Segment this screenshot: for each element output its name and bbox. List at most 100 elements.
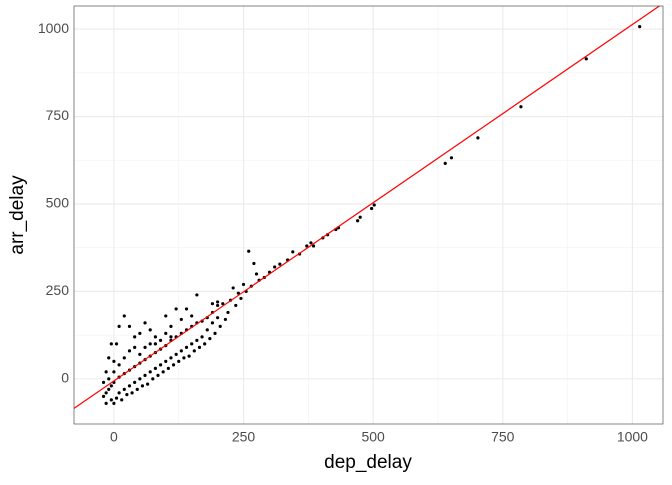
point <box>169 335 173 339</box>
point <box>174 352 178 356</box>
point <box>203 342 207 346</box>
point <box>190 342 194 346</box>
point <box>218 324 222 329</box>
point <box>372 203 376 207</box>
point <box>216 300 220 304</box>
point <box>184 345 189 349</box>
point <box>112 401 116 405</box>
point <box>584 57 588 61</box>
point <box>166 366 170 370</box>
point <box>104 401 108 405</box>
point <box>158 363 163 367</box>
point <box>216 316 220 320</box>
point <box>213 331 217 336</box>
point <box>156 373 160 377</box>
point <box>127 384 132 388</box>
y-tick-label: 750 <box>46 107 70 123</box>
point <box>177 359 181 363</box>
point <box>109 398 113 402</box>
point <box>153 366 158 370</box>
point <box>239 296 243 301</box>
y-tick-label: 250 <box>46 282 70 298</box>
point <box>125 393 129 397</box>
point <box>370 206 374 211</box>
point <box>638 25 642 29</box>
point <box>278 262 282 266</box>
point <box>252 261 256 266</box>
point <box>273 265 277 269</box>
point <box>112 370 116 374</box>
point <box>169 324 173 329</box>
point <box>120 398 124 402</box>
point <box>117 363 121 367</box>
point <box>164 359 168 363</box>
point <box>476 136 480 140</box>
point <box>133 335 137 339</box>
point <box>122 387 126 391</box>
point <box>309 241 313 245</box>
point <box>117 391 121 395</box>
point <box>241 282 246 287</box>
y-tick-label: 0 <box>61 370 69 386</box>
point <box>122 314 126 318</box>
point <box>107 377 111 381</box>
point <box>158 338 163 342</box>
x-tick-label: 750 <box>491 429 515 445</box>
point <box>291 250 295 254</box>
point <box>208 337 212 341</box>
point <box>138 352 142 356</box>
point <box>182 356 186 360</box>
point <box>210 321 215 325</box>
point <box>130 391 134 395</box>
point <box>195 293 199 297</box>
point <box>192 349 196 353</box>
point <box>148 328 152 332</box>
point <box>184 307 189 311</box>
point <box>231 286 235 290</box>
x-tick-label: 1000 <box>617 429 648 445</box>
regression-line <box>74 6 661 409</box>
point <box>112 359 116 363</box>
point <box>148 370 152 374</box>
point <box>109 384 113 388</box>
point <box>114 342 119 346</box>
point <box>153 335 158 339</box>
point <box>190 314 194 318</box>
point <box>247 249 251 253</box>
y-tick-label: 1000 <box>38 20 69 36</box>
point <box>146 382 150 386</box>
point <box>148 342 152 346</box>
y-tick-label: 500 <box>46 195 70 211</box>
point <box>205 328 209 332</box>
point <box>216 303 220 308</box>
point <box>305 244 309 248</box>
point <box>195 338 199 342</box>
point <box>151 377 155 381</box>
point <box>114 396 119 400</box>
point <box>210 302 215 306</box>
point <box>223 317 227 322</box>
point <box>226 310 230 315</box>
point <box>356 219 360 223</box>
point <box>133 380 137 384</box>
point <box>117 324 121 329</box>
point <box>164 331 168 336</box>
point <box>449 156 454 160</box>
point <box>161 370 165 374</box>
point <box>138 331 142 336</box>
point <box>104 370 108 374</box>
point <box>133 345 137 349</box>
point <box>153 342 158 346</box>
point <box>127 324 132 329</box>
point <box>127 349 132 353</box>
x-axis-label: dep_delay <box>324 452 412 473</box>
point <box>254 272 259 276</box>
point <box>187 354 191 358</box>
point <box>140 384 145 388</box>
point <box>122 356 126 360</box>
point <box>164 314 168 318</box>
point <box>143 373 147 377</box>
point <box>179 349 183 353</box>
point <box>179 317 183 322</box>
